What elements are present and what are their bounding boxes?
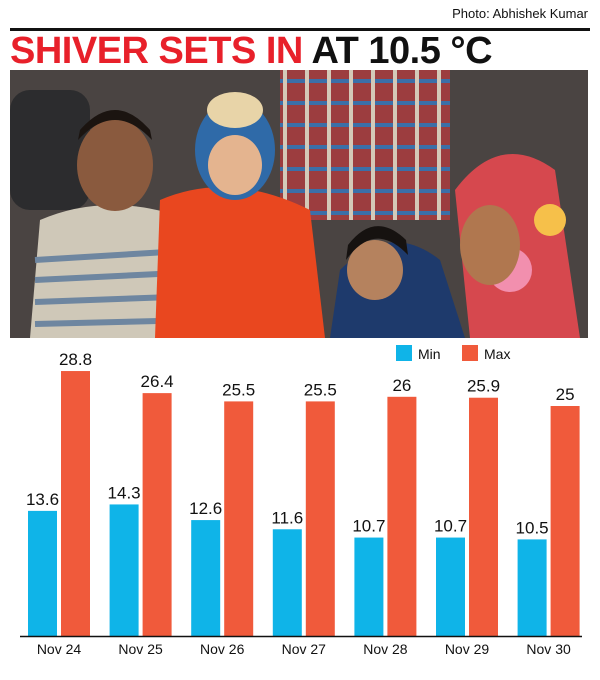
x-tick-label-2: Nov 26 — [200, 641, 245, 657]
legend-label-max: Max — [484, 346, 510, 362]
value-label-min-4: 10.7 — [352, 517, 385, 536]
x-tick-label-1: Nov 25 — [118, 641, 163, 657]
value-label-max-5: 25.9 — [467, 377, 500, 396]
top-rule — [10, 28, 590, 31]
value-label-min-3: 11.6 — [271, 508, 303, 527]
bar-min-4 — [354, 537, 384, 636]
value-label-min-2: 12.6 — [189, 499, 222, 518]
x-tick-label-3: Nov 27 — [282, 641, 327, 657]
bar-max-3 — [305, 401, 335, 636]
value-label-max-1: 26.4 — [141, 372, 174, 391]
headline-part-dark: AT 10.5 °C — [302, 30, 493, 72]
bar-min-3 — [272, 529, 302, 636]
news-photo — [10, 70, 588, 338]
x-tick-label-4: Nov 28 — [363, 641, 408, 657]
bar-max-5 — [469, 397, 498, 636]
x-tick-label-0: Nov 24 — [37, 641, 82, 657]
photo-credit: Photo: Abhishek Kumar — [452, 6, 588, 21]
headline-part-red: SHIVER SETS IN — [10, 30, 303, 72]
bar-min-0 — [28, 510, 57, 636]
x-tick-label-5: Nov 29 — [445, 641, 490, 657]
bar-min-2 — [191, 520, 221, 636]
value-label-max-6: 25 — [556, 385, 575, 404]
bar-max-0 — [61, 371, 90, 636]
bar-max-2 — [224, 401, 254, 636]
value-label-min-0: 13.6 — [26, 490, 59, 509]
legend-swatch-max — [462, 345, 478, 361]
x-tick-label-6: Nov 30 — [526, 641, 571, 657]
bar-min-6 — [517, 539, 547, 636]
legend-label-min: Min — [418, 346, 441, 362]
value-label-min-1: 14.3 — [108, 483, 141, 502]
value-label-max-0: 28.8 — [59, 350, 92, 369]
temperature-chart-svg: Min Max 13.6 28.8 Nov 24 14.3 26.4 Nov 25 12.6 25… — [20, 345, 582, 657]
bar-max-6 — [550, 406, 580, 636]
value-label-max-3: 25.5 — [304, 380, 337, 399]
value-label-max-4: 26 — [392, 376, 411, 395]
legend-swatch-min — [396, 345, 412, 361]
value-label-min-5: 10.7 — [434, 517, 467, 536]
news-photo-illustration — [10, 70, 588, 338]
value-label-max-2: 25.5 — [222, 380, 255, 399]
bar-max-4 — [387, 396, 417, 636]
headline: SHIVER SETS IN AT 10.5 °C — [10, 30, 493, 72]
bar-min-1 — [109, 504, 139, 636]
value-label-min-6: 10.5 — [516, 518, 549, 537]
bar-min-5 — [436, 537, 465, 636]
bar-max-1 — [142, 393, 172, 636]
temperature-chart: Min Max 13.6 28.8 Nov 24 14.3 26.4 Nov 25 12.6 25… — [10, 340, 588, 670]
